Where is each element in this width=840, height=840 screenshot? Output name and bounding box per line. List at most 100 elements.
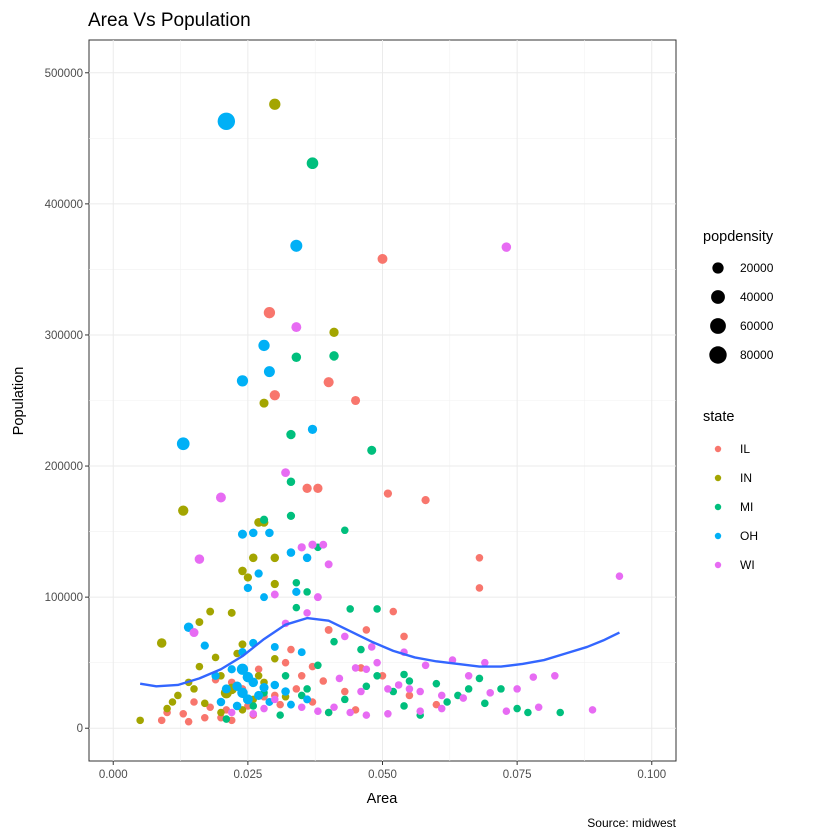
data-point-il xyxy=(297,672,306,680)
data-point-oh xyxy=(242,694,253,705)
legend-color-label: OH xyxy=(740,529,758,543)
data-point-oh xyxy=(236,663,249,675)
data-point-wi xyxy=(189,628,199,638)
data-point-wi xyxy=(534,703,543,712)
data-point-oh xyxy=(286,700,295,709)
data-point-wi xyxy=(513,685,521,693)
data-point-oh xyxy=(263,366,275,378)
chart-title: Area Vs Population xyxy=(88,10,251,31)
data-point-il xyxy=(383,489,393,498)
data-point-wi xyxy=(357,687,365,696)
data-point-mi xyxy=(400,702,408,710)
data-point-wi xyxy=(437,691,446,700)
data-point-mi xyxy=(286,477,296,487)
data-point-wi xyxy=(464,672,473,680)
data-point-wi xyxy=(330,703,338,712)
data-point-il xyxy=(378,672,387,680)
data-point-oh xyxy=(290,239,303,252)
data-point-wi xyxy=(249,710,258,718)
data-point-oh xyxy=(281,687,290,696)
data-point-oh xyxy=(211,671,220,680)
data-point-oh xyxy=(217,112,236,130)
axis-ticks: 0.000 0.025 0.050 0.075 0.100 0 100000 200000 30… xyxy=(45,68,667,781)
x-axis-title: Area xyxy=(367,791,399,807)
data-point-wi xyxy=(416,687,424,696)
data-point-il xyxy=(287,645,295,654)
grid-lines xyxy=(89,40,676,761)
data-point-mi xyxy=(306,157,319,170)
legend-color-label: IN xyxy=(740,471,752,485)
data-point-oh xyxy=(302,553,312,563)
smooth-line xyxy=(139,616,620,688)
data-point-il xyxy=(405,691,414,700)
data-point-wi xyxy=(588,706,597,714)
data-point-wi xyxy=(271,695,279,704)
data-point-il xyxy=(389,607,398,616)
data-point-il xyxy=(190,698,198,706)
data-point-in xyxy=(206,607,215,616)
data-point-wi xyxy=(502,707,511,715)
data-point-il xyxy=(319,677,328,685)
data-point-in xyxy=(248,553,258,563)
smooth-line-layer xyxy=(139,616,620,688)
data-point-in xyxy=(329,327,339,337)
data-point-il xyxy=(377,253,388,264)
data-point-oh xyxy=(232,701,242,711)
data-point-wi xyxy=(421,661,430,670)
data-point-mi xyxy=(405,677,414,685)
data-point-mi xyxy=(297,691,306,700)
data-point-wi xyxy=(551,672,559,680)
legend-color-key xyxy=(714,445,722,453)
data-point-in xyxy=(227,608,236,617)
data-point-oh xyxy=(176,437,190,451)
legend-size-key xyxy=(710,318,726,334)
data-point-mi xyxy=(303,588,311,596)
legend-size-key xyxy=(709,346,727,364)
data-point-in xyxy=(254,672,263,680)
data-point-mi xyxy=(341,526,349,535)
data-point-wi xyxy=(319,540,328,549)
data-point-oh xyxy=(248,677,259,688)
data-point-mi xyxy=(286,511,296,520)
legend-size-label: 80000 xyxy=(740,348,774,362)
legend-title-state: state xyxy=(703,409,734,425)
legend-color-key xyxy=(714,561,722,569)
data-point-in xyxy=(156,638,167,648)
data-point-wi xyxy=(291,322,302,333)
data-point-mi xyxy=(259,515,269,524)
legend-size-entries: 20000 40000 60000 80000 xyxy=(709,261,774,364)
data-point-il xyxy=(254,665,263,674)
data-point-wi xyxy=(459,694,468,702)
data-point-il xyxy=(400,632,408,641)
data-point-wi xyxy=(384,685,392,693)
data-point-in xyxy=(269,98,281,110)
x-tick-label: 0.100 xyxy=(637,769,666,781)
data-point-in xyxy=(211,653,220,662)
legend-color-key xyxy=(714,474,722,482)
data-point-il xyxy=(302,483,312,493)
legend: popdensity 20000 40000 60000 80000 state IL… xyxy=(703,229,774,572)
data-point-il xyxy=(362,626,371,634)
data-point-oh xyxy=(260,593,268,602)
data-point-oh xyxy=(237,529,248,539)
data-point-wi xyxy=(260,704,268,713)
data-point-oh xyxy=(286,548,296,557)
data-point-wi xyxy=(281,468,290,477)
data-point-mi xyxy=(330,637,338,646)
legend-size-label: 60000 xyxy=(740,319,774,333)
data-point-oh xyxy=(216,697,226,707)
data-point-wi xyxy=(303,609,311,617)
data-point-in xyxy=(238,640,247,649)
data-point-wi xyxy=(346,708,354,717)
data-point-in xyxy=(238,566,247,576)
legend-color-label: MI xyxy=(740,500,753,514)
data-point-oh xyxy=(254,569,263,578)
data-point-in xyxy=(217,708,225,717)
legend-size-key xyxy=(712,262,724,274)
y-tick-label: 400000 xyxy=(45,199,83,211)
legend-color-entries: IL IN MI OH WI xyxy=(714,442,758,572)
y-tick-label: 500000 xyxy=(45,68,83,80)
data-point-mi xyxy=(432,679,441,688)
data-point-wi xyxy=(308,540,317,549)
